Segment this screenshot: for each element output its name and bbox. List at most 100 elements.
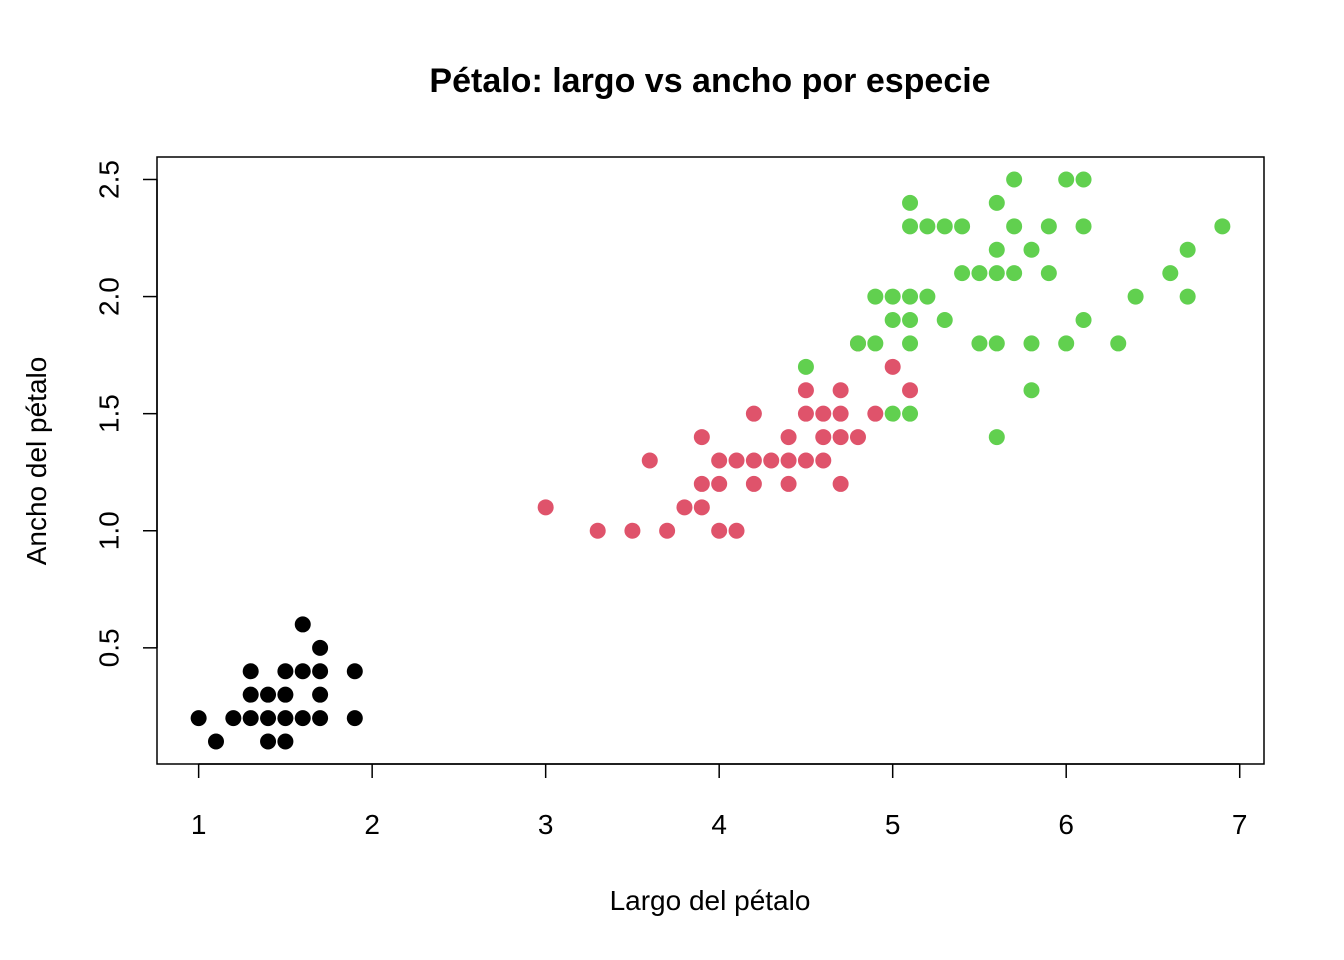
data-point <box>797 358 814 375</box>
x-tick-label: 1 <box>191 809 207 840</box>
data-point <box>954 265 971 282</box>
data-point <box>954 218 971 235</box>
data-point <box>867 405 884 422</box>
data-point <box>277 663 294 680</box>
data-point <box>728 522 745 539</box>
data-point <box>1127 288 1144 305</box>
data-points <box>190 171 1231 750</box>
data-point <box>884 358 901 375</box>
data-point <box>745 475 762 492</box>
data-point <box>277 710 294 727</box>
data-point <box>988 241 1005 258</box>
data-point <box>797 405 814 422</box>
data-point <box>1023 241 1040 258</box>
data-point <box>693 475 710 492</box>
data-point <box>780 429 797 446</box>
data-point <box>815 429 832 446</box>
data-point <box>346 663 363 680</box>
data-point <box>312 639 329 656</box>
data-point <box>849 335 866 352</box>
x-tick-label: 2 <box>364 809 380 840</box>
y-tick-label: 1.5 <box>94 394 125 433</box>
y-axis: 0.5 1.0 1.5 2.0 2.5 <box>94 160 158 667</box>
data-point <box>711 522 728 539</box>
data-point <box>815 405 832 422</box>
data-point <box>1023 335 1040 352</box>
data-point <box>902 194 919 211</box>
data-point <box>763 452 780 469</box>
data-point <box>867 335 884 352</box>
x-axis: 1 2 3 4 5 6 7 <box>191 763 1248 840</box>
data-point <box>190 710 207 727</box>
data-point <box>797 382 814 399</box>
data-point <box>1075 171 1092 188</box>
data-point <box>884 288 901 305</box>
y-tick-label: 2.5 <box>94 160 125 199</box>
data-point <box>277 733 294 750</box>
data-point <box>294 710 311 727</box>
data-point <box>641 452 658 469</box>
data-point <box>902 335 919 352</box>
data-point <box>346 710 363 727</box>
x-tick-label: 3 <box>538 809 554 840</box>
data-point <box>624 522 641 539</box>
y-tick-label: 1.0 <box>94 511 125 550</box>
data-point <box>832 382 849 399</box>
data-point <box>745 405 762 422</box>
data-point <box>207 733 224 750</box>
data-point <box>693 429 710 446</box>
data-point <box>815 452 832 469</box>
data-point <box>902 288 919 305</box>
data-point <box>1179 288 1196 305</box>
data-point <box>867 288 884 305</box>
data-point <box>936 218 953 235</box>
data-point <box>1058 335 1075 352</box>
data-point <box>797 452 814 469</box>
data-point <box>832 475 849 492</box>
data-point <box>242 710 259 727</box>
data-point <box>832 405 849 422</box>
data-point <box>537 499 554 516</box>
x-tick-label: 7 <box>1232 809 1248 840</box>
y-tick-label: 0.5 <box>94 628 125 667</box>
data-point <box>312 663 329 680</box>
data-point <box>277 686 294 703</box>
x-tick-label: 6 <box>1058 809 1074 840</box>
data-point <box>988 335 1005 352</box>
data-point <box>936 311 953 328</box>
data-point <box>988 194 1005 211</box>
data-point <box>693 499 710 516</box>
data-point <box>884 405 901 422</box>
data-point <box>589 522 606 539</box>
data-point <box>988 265 1005 282</box>
x-tick-label: 4 <box>711 809 727 840</box>
data-point <box>242 686 259 703</box>
data-point <box>312 710 329 727</box>
y-axis-label: Ancho del pétalo <box>21 357 52 566</box>
data-point <box>919 288 936 305</box>
data-point <box>1075 311 1092 328</box>
data-point <box>1040 218 1057 235</box>
data-point <box>1023 382 1040 399</box>
data-point <box>1179 241 1196 258</box>
data-point <box>1075 218 1092 235</box>
data-point <box>902 382 919 399</box>
data-point <box>832 429 849 446</box>
data-point <box>260 733 277 750</box>
data-point <box>971 335 988 352</box>
data-point <box>1006 265 1023 282</box>
data-point <box>1040 265 1057 282</box>
data-point <box>1006 218 1023 235</box>
chart-title: Pétalo: largo vs ancho por especie <box>429 62 990 100</box>
data-point <box>884 311 901 328</box>
x-axis-label: Largo del pétalo <box>610 885 811 916</box>
data-point <box>1162 265 1179 282</box>
data-point <box>1110 335 1127 352</box>
data-point <box>1214 218 1231 235</box>
data-point <box>711 452 728 469</box>
data-point <box>849 429 866 446</box>
data-point <box>1006 171 1023 188</box>
data-point <box>312 686 329 703</box>
data-point <box>902 405 919 422</box>
